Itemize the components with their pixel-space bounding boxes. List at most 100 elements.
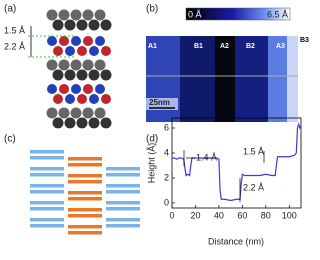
y-axis-label: Height (Å)	[146, 143, 156, 184]
layer	[106, 167, 140, 171]
y-tick-label: 4	[164, 147, 169, 157]
atom	[88, 19, 100, 31]
atom	[82, 9, 94, 21]
layer	[106, 218, 140, 222]
atom	[70, 9, 82, 21]
atom	[76, 69, 88, 81]
atom	[89, 46, 99, 56]
region	[215, 36, 235, 122]
layer	[68, 208, 102, 212]
atom	[46, 107, 58, 119]
region	[268, 36, 287, 122]
layer	[68, 225, 102, 229]
atom	[65, 94, 75, 104]
layer	[106, 224, 140, 228]
layer	[106, 173, 140, 177]
annotation: 1.4 Å	[196, 152, 217, 162]
atom	[47, 84, 57, 94]
layer	[30, 224, 64, 228]
panel-label: (b)	[146, 4, 158, 15]
plot-frame	[171, 117, 302, 209]
layer	[106, 201, 140, 205]
layer	[68, 231, 102, 235]
atom	[58, 9, 70, 21]
atom	[71, 84, 81, 94]
y-tick-label: 0	[164, 197, 169, 207]
region-label: A2	[220, 43, 229, 50]
atom	[89, 94, 99, 104]
atom	[53, 94, 63, 104]
atom	[82, 59, 94, 71]
atom	[88, 117, 100, 129]
layer	[68, 197, 102, 201]
atom	[83, 84, 93, 94]
x-tick-label: 80	[261, 210, 271, 220]
layer-diagram	[30, 150, 140, 235]
atom	[95, 84, 105, 94]
region-label: A3	[276, 43, 285, 50]
atom	[64, 19, 76, 31]
atom	[70, 59, 82, 71]
atom	[52, 117, 64, 129]
panel-label: (d)	[146, 134, 158, 145]
atom	[59, 36, 69, 46]
atom	[59, 84, 69, 94]
atom	[71, 36, 81, 46]
atom	[82, 107, 94, 119]
annotation: 1.5 Å	[243, 146, 264, 156]
annotation: 2.2 Å	[4, 41, 25, 51]
atom	[88, 69, 100, 81]
layer	[68, 163, 102, 167]
panel-label: (c)	[4, 134, 16, 145]
atom	[46, 9, 58, 21]
atom	[94, 9, 106, 21]
x-tick-label: 40	[214, 210, 224, 220]
colorbar-label: 6.5 Å	[267, 9, 288, 19]
layer	[30, 218, 64, 222]
annotation: 1.5 Å	[4, 25, 25, 35]
annotation: 2.2 Å	[243, 182, 264, 192]
layer	[30, 173, 64, 177]
x-tick-label: 0	[169, 210, 174, 220]
layer	[106, 184, 140, 188]
layer	[30, 167, 64, 171]
layer	[68, 214, 102, 218]
x-tick-label: 100	[282, 210, 297, 220]
layer	[106, 190, 140, 194]
layer	[106, 207, 140, 211]
layer	[68, 174, 102, 178]
layer	[30, 150, 64, 154]
x-axis-label: Distance (nm)	[208, 236, 264, 246]
layer	[68, 157, 102, 161]
x-tick-label: 20	[190, 210, 200, 220]
scale-label: 25nm	[149, 98, 170, 107]
atom	[94, 59, 106, 71]
x-tick-label: 60	[237, 210, 247, 220]
layer	[30, 184, 64, 188]
panel-label: (a)	[4, 4, 16, 15]
y-tick-label: 6	[164, 122, 169, 132]
atom	[46, 59, 58, 71]
atom	[100, 117, 112, 129]
layer	[30, 190, 64, 194]
atom	[76, 117, 88, 129]
region-label: B1	[194, 43, 203, 50]
atom	[70, 107, 82, 119]
layer	[30, 156, 64, 160]
layer	[68, 191, 102, 195]
atom	[77, 94, 87, 104]
region	[287, 36, 298, 122]
y-tick-label: 2	[164, 172, 169, 182]
scale-box	[146, 98, 178, 110]
atom	[77, 46, 87, 56]
region-label: A1	[148, 43, 157, 50]
colorbar	[185, 7, 291, 21]
layer	[30, 201, 64, 205]
atom	[101, 46, 111, 56]
region-label: B3	[300, 37, 309, 44]
atom	[95, 36, 105, 46]
atom	[65, 46, 75, 56]
atom	[64, 69, 76, 81]
atom	[47, 36, 57, 46]
